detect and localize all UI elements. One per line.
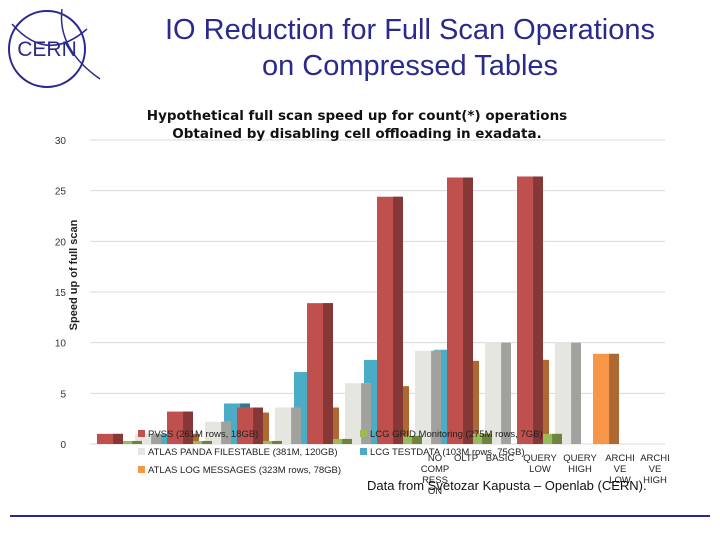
- y-tick-label: 0: [60, 440, 66, 451]
- bar-shadow: [533, 176, 543, 445]
- legend-label: ATLAS LOG MESSAGES (323M rows, 78GB): [148, 465, 341, 476]
- bar: [256, 440, 282, 444]
- y-tick-label: 5: [60, 389, 66, 400]
- legend-swatch: [360, 430, 367, 437]
- category-label: VE: [649, 464, 662, 475]
- bar-shadow: [183, 411, 193, 444]
- legend-swatch: [138, 448, 145, 455]
- y-tick-label: 15: [55, 288, 67, 299]
- bar-shadow: [259, 412, 269, 444]
- bar-shadow: [329, 407, 339, 444]
- bar: [466, 433, 492, 444]
- footer-rule: [10, 515, 710, 517]
- category-label: ARCHI: [640, 453, 670, 464]
- category-label: HIGH: [643, 475, 667, 486]
- bar-shadow: [361, 383, 371, 444]
- logo-arc: [60, 8, 101, 80]
- bar-shadow: [463, 177, 473, 444]
- bar-shadow: [501, 342, 511, 444]
- bar: [135, 433, 161, 444]
- bar: [326, 438, 352, 444]
- data-credit: Data from Svetozar Kapusta – Openlab (CE…: [367, 478, 647, 493]
- category-label: VE: [614, 464, 627, 475]
- bar-shadow: [272, 440, 282, 444]
- legend-label: ATLAS PANDA FILESTABLE (381M, 120GB): [148, 447, 338, 458]
- bar-shadow: [189, 433, 199, 444]
- bar: [186, 440, 212, 444]
- category-label: ARCHI: [605, 453, 635, 464]
- slide-title-line2: on Compressed Tables: [261, 50, 559, 82]
- y-axis-label: Speed up of full scan: [68, 219, 80, 330]
- category-label: COMP: [421, 464, 450, 475]
- bar-shadow: [431, 350, 441, 444]
- logo-text: CERN: [17, 38, 77, 61]
- legend-label: PVSS (261M rows, 18GB): [148, 429, 258, 440]
- category-label: ON: [428, 486, 442, 497]
- chart-title-line2: Obtained by disabling cell offloading in…: [172, 126, 541, 142]
- category-label: LOW: [609, 475, 631, 486]
- bar-shadow: [469, 360, 479, 444]
- bar-shadow: [113, 433, 123, 444]
- category-label: BASIC: [486, 453, 515, 464]
- category-label: HIGH: [568, 464, 592, 475]
- cern-logo: CERN: [8, 8, 101, 88]
- category-label: QUERY: [563, 453, 597, 464]
- bar-shadow: [482, 433, 492, 444]
- y-tick-label: 10: [55, 339, 67, 350]
- bar-shadow: [291, 407, 301, 444]
- legend-swatch: [138, 466, 145, 473]
- bar-shadow: [151, 433, 161, 444]
- bar-shadow: [539, 359, 549, 444]
- bar-shadow: [202, 440, 212, 444]
- bar-shadow: [132, 440, 142, 444]
- y-axis: 0 5 10 15 20 25 30: [55, 136, 67, 451]
- chart-title-line1: Hypothetical full scan speed up for coun…: [147, 108, 567, 124]
- y-tick-label: 20: [55, 237, 67, 248]
- bar-shadow: [253, 407, 263, 444]
- bar: [396, 435, 422, 444]
- bar: [97, 433, 123, 444]
- bar-shadow: [342, 438, 352, 444]
- legend-swatch: [360, 448, 367, 455]
- chart-bars: [97, 176, 619, 445]
- logo-arc: [11, 23, 88, 46]
- category-label: NO: [428, 453, 442, 464]
- bar-shadow: [399, 386, 409, 444]
- bar-shadow: [323, 303, 333, 444]
- bar-shadow: [571, 342, 581, 444]
- slide-title: IO Reduction for Full Scan Operations on…: [110, 12, 710, 84]
- logo-ring: [8, 10, 86, 88]
- legend-label: LCG TESTDATA (103M rows, 75GB): [370, 447, 525, 458]
- category-label: OLTP: [454, 453, 478, 464]
- y-tick-label: 25: [55, 187, 67, 198]
- category-label: RESS: [422, 475, 448, 486]
- category-label: QUERY: [523, 453, 557, 464]
- legend-swatch: [138, 430, 145, 437]
- chart-legend: PVSS (261M rows, 18GB) LCG GRID Monitorin…: [138, 429, 543, 476]
- bar: [116, 440, 142, 444]
- legend-label: LCG GRID Monitoring (275M rows, 7GB): [370, 429, 543, 440]
- y-tick-label: 30: [55, 136, 67, 147]
- bar-shadow: [609, 353, 619, 444]
- bar-shadow: [221, 421, 231, 444]
- bar-shadow: [412, 435, 422, 444]
- bar-shadow: [393, 196, 403, 444]
- slide-title-line1: IO Reduction for Full Scan Operations: [164, 14, 655, 46]
- bar-shadow: [552, 433, 562, 444]
- bar: [536, 433, 562, 444]
- category-label: LOW: [529, 464, 551, 475]
